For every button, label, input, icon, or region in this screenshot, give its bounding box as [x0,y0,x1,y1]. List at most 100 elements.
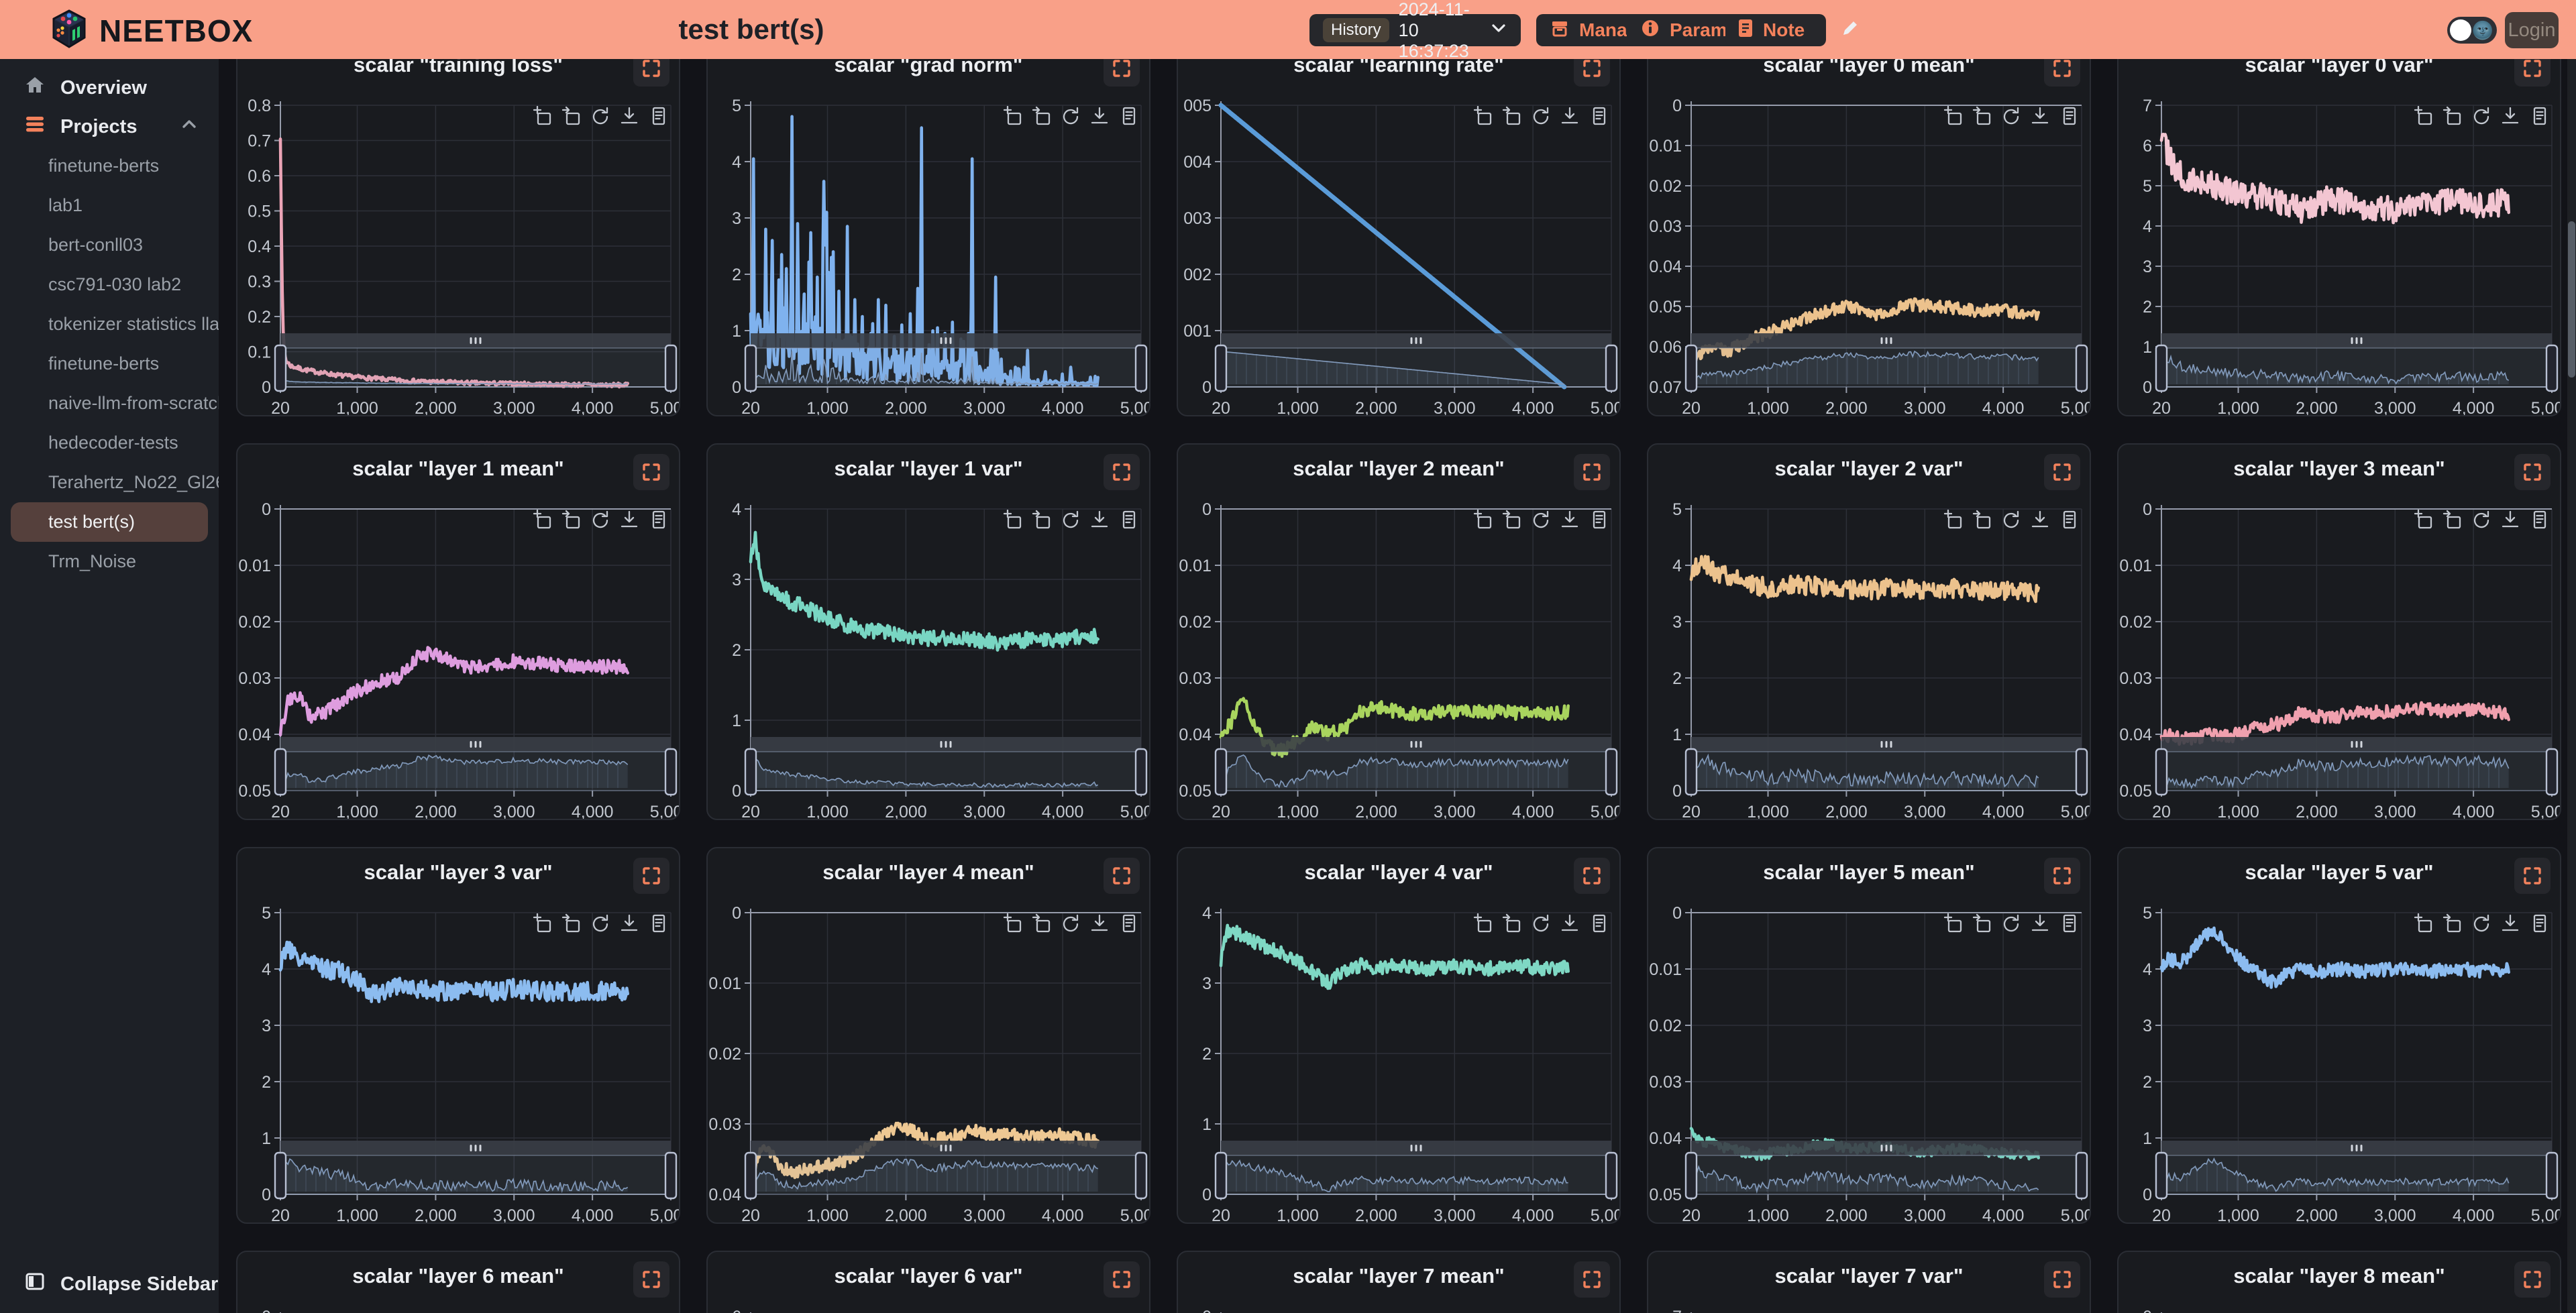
toolbox-download-icon[interactable] [1559,106,1580,127]
sidebar-project-item[interactable]: tokenizer statistics llama... [48,314,219,334]
toolbox-zoom-icon[interactable] [1943,106,1964,127]
datazoom-right-handle[interactable] [1605,344,1618,392]
toolbox-dataview-icon[interactable] [647,106,668,127]
fullscreen-button[interactable] [633,454,669,490]
sidebar-project-item[interactable]: Trm_Noise [48,551,137,571]
toolbox-restore-icon[interactable] [1031,510,1052,530]
toolbox-dataview-icon[interactable] [2058,510,2079,530]
datazoom-right-handle[interactable] [2075,344,2088,392]
toolbox-zoom-icon[interactable] [1472,106,1493,127]
fullscreen-button[interactable] [2044,858,2080,894]
fullscreen-button[interactable] [1574,454,1610,490]
datazoom-right-handle[interactable] [1605,1151,1618,1200]
datazoom-right-handle[interactable] [1605,748,1618,796]
datazoom-right-handle[interactable] [664,1151,678,1200]
fullscreen-button[interactable] [2514,454,2551,490]
toolbox-restore-icon[interactable] [1501,106,1522,127]
datazoom-left-handle[interactable] [1684,1151,1698,1200]
toolbox-download-icon[interactable] [2500,510,2520,530]
history-dropdown[interactable]: History 2024-11-10 16:37:23 [1309,0,1521,61]
toolbox-dataview-icon[interactable] [2528,913,2549,934]
datazoom-right-handle[interactable] [2545,1151,2559,1200]
sidebar-project-item[interactable]: naive-llm-from-scratch [48,393,219,413]
collapse-sidebar-button[interactable]: Collapse Sidebar [0,1265,219,1304]
toolbox-download-icon[interactable] [2500,106,2520,127]
datazoom-right-handle[interactable] [1134,748,1148,796]
fullscreen-button[interactable] [633,858,669,894]
datazoom-right-handle[interactable] [2545,344,2559,392]
toolbox-zoom-icon[interactable] [2413,106,2434,127]
datazoom-left-handle[interactable] [1214,1151,1228,1200]
fullscreen-button[interactable] [1574,858,1610,894]
datazoom-left-handle[interactable] [1214,748,1228,796]
toolbox-refresh-icon[interactable] [590,106,610,127]
datazoom-window[interactable] [2161,751,2553,791]
toolbox-download-icon[interactable] [2500,913,2520,934]
toolbox-restore-icon[interactable] [1501,510,1522,530]
toolbox-download-icon[interactable] [2029,106,2050,127]
toolbox-dataview-icon[interactable] [1118,510,1138,530]
fullscreen-button[interactable] [2044,1261,2080,1298]
toolbox-zoom-icon[interactable] [1943,510,1964,530]
fullscreen-button[interactable] [1104,454,1140,490]
toolbox-refresh-icon[interactable] [2471,510,2491,530]
sidebar-project-item[interactable]: lab1 [48,195,83,215]
toolbox-refresh-icon[interactable] [1530,106,1551,127]
datazoom-right-handle[interactable] [2075,1151,2088,1200]
toolbox-zoom-icon[interactable] [1002,510,1023,530]
datazoom-window[interactable] [1690,347,2082,388]
fullscreen-button[interactable] [2514,858,2551,894]
datazoom-right-handle[interactable] [2075,748,2088,796]
toolbox-download-icon[interactable] [1089,510,1110,530]
toolbox-dataview-icon[interactable] [1118,106,1138,127]
toolbox-dataview-icon[interactable] [1588,510,1609,530]
toolbox-restore-icon[interactable] [1972,106,1992,127]
fullscreen-button[interactable] [1104,858,1140,894]
toolbox-restore-icon[interactable] [1031,913,1052,934]
sidebar-item-projects[interactable]: Projects [0,107,219,146]
toolbox-restore-icon[interactable] [1501,913,1522,934]
toolbox-zoom-icon[interactable] [1472,913,1493,934]
toolbox-zoom-icon[interactable] [532,510,553,530]
theme-toggle[interactable]: 🌚 [2447,17,2497,44]
toolbox-dataview-icon[interactable] [2528,106,2549,127]
chart-canvas[interactable]: 4 3 2 1 020 1,000 2,000 3,000 4,000 5,000 [1178,848,1621,1224]
datazoom-left-handle[interactable] [744,1151,757,1200]
sidebar-project-item-selected[interactable]: test bert(s) [11,502,208,542]
toolbox-dataview-icon[interactable] [1588,913,1609,934]
datazoom-left-handle[interactable] [1214,344,1228,392]
toolbox-restore-icon[interactable] [561,510,582,530]
toolbox-dataview-icon[interactable] [1118,913,1138,934]
datazoom-window[interactable] [750,1155,1142,1195]
toolbox-refresh-icon[interactable] [590,510,610,530]
toolbox-restore-icon[interactable] [2442,510,2463,530]
toolbox-download-icon[interactable] [1089,106,1110,127]
datazoom-window[interactable] [1220,751,1612,791]
chart-canvas[interactable]: 4 3 2 1 020 1,000 2,000 3,000 4,000 5,000 [708,445,1150,820]
toolbox-restore-icon[interactable] [561,913,582,934]
toolbox-refresh-icon[interactable] [2471,106,2491,127]
datazoom-right-handle[interactable] [1134,344,1148,392]
toolbox-download-icon[interactable] [2029,510,2050,530]
toolbox-download-icon[interactable] [619,510,639,530]
toolbox-download-icon[interactable] [2029,913,2050,934]
datazoom-window[interactable] [750,751,1142,791]
toolbox-refresh-icon[interactable] [1060,510,1081,530]
sidebar-project-item[interactable]: finetune-berts [48,156,160,176]
fullscreen-button[interactable] [2044,454,2080,490]
datazoom-right-handle[interactable] [664,748,678,796]
toolbox-restore-icon[interactable] [1972,913,1992,934]
toolbox-refresh-icon[interactable] [2000,913,2021,934]
toolbox-zoom-icon[interactable] [532,106,553,127]
sidebar-project-item[interactable]: bert-conll03 [48,235,144,255]
toolbox-restore-icon[interactable] [561,106,582,127]
datazoom-left-handle[interactable] [274,748,287,796]
toolbox-download-icon[interactable] [1089,913,1110,934]
toolbox-dataview-icon[interactable] [2528,510,2549,530]
